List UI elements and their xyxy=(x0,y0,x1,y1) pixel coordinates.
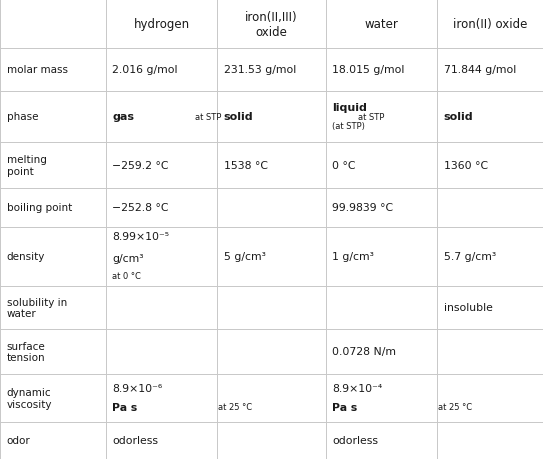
Text: insoluble: insoluble xyxy=(444,303,493,313)
Text: solubility in
water: solubility in water xyxy=(7,297,67,319)
Text: gas: gas xyxy=(112,112,135,122)
Text: 8.9×10⁻⁶: 8.9×10⁻⁶ xyxy=(112,384,163,393)
Text: 1538 °C: 1538 °C xyxy=(224,161,268,171)
Text: 0 °C: 0 °C xyxy=(332,161,356,171)
Text: hydrogen: hydrogen xyxy=(134,18,190,31)
Text: −259.2 °C: −259.2 °C xyxy=(112,161,169,171)
Text: g/cm³: g/cm³ xyxy=(112,253,144,263)
Text: at 25 °C: at 25 °C xyxy=(438,402,472,411)
Text: density: density xyxy=(7,252,45,262)
Text: phase: phase xyxy=(7,112,38,122)
Text: (at STP): (at STP) xyxy=(332,122,365,131)
Text: 0.0728 N/m: 0.0728 N/m xyxy=(332,347,396,357)
Text: liquid: liquid xyxy=(332,103,367,113)
Text: −252.8 °C: −252.8 °C xyxy=(112,203,169,213)
Text: solid: solid xyxy=(444,112,473,122)
Text: Pa s: Pa s xyxy=(112,402,138,412)
Text: 1360 °C: 1360 °C xyxy=(444,161,488,171)
Text: 18.015 g/mol: 18.015 g/mol xyxy=(332,65,405,75)
Text: solid: solid xyxy=(224,112,254,122)
Text: at 0 °C: at 0 °C xyxy=(112,271,141,280)
Text: water: water xyxy=(364,18,399,31)
Text: 2.016 g/mol: 2.016 g/mol xyxy=(112,65,178,75)
Text: 231.53 g/mol: 231.53 g/mol xyxy=(224,65,296,75)
Text: surface
tension: surface tension xyxy=(7,341,45,363)
Text: dynamic
viscosity: dynamic viscosity xyxy=(7,387,52,409)
Text: odorless: odorless xyxy=(332,436,378,445)
Text: odorless: odorless xyxy=(112,436,159,445)
Text: at STP: at STP xyxy=(358,113,385,122)
Text: 5 g/cm³: 5 g/cm³ xyxy=(224,252,266,262)
Text: melting
point: melting point xyxy=(7,155,46,177)
Text: 1 g/cm³: 1 g/cm³ xyxy=(332,252,374,262)
Text: molar mass: molar mass xyxy=(7,65,67,75)
Text: iron(II) oxide: iron(II) oxide xyxy=(453,18,527,31)
Text: Pa s: Pa s xyxy=(332,402,358,412)
Text: 8.9×10⁻⁴: 8.9×10⁻⁴ xyxy=(332,384,383,393)
Text: iron(II,III)
oxide: iron(II,III) oxide xyxy=(245,11,298,39)
Text: 8.99×10⁻⁵: 8.99×10⁻⁵ xyxy=(112,231,169,241)
Text: 99.9839 °C: 99.9839 °C xyxy=(332,203,394,213)
Text: boiling point: boiling point xyxy=(7,203,72,213)
Text: at STP: at STP xyxy=(195,113,222,122)
Text: at 25 °C: at 25 °C xyxy=(218,402,252,411)
Text: odor: odor xyxy=(7,436,30,445)
Text: 71.844 g/mol: 71.844 g/mol xyxy=(444,65,516,75)
Text: 5.7 g/cm³: 5.7 g/cm³ xyxy=(444,252,496,262)
